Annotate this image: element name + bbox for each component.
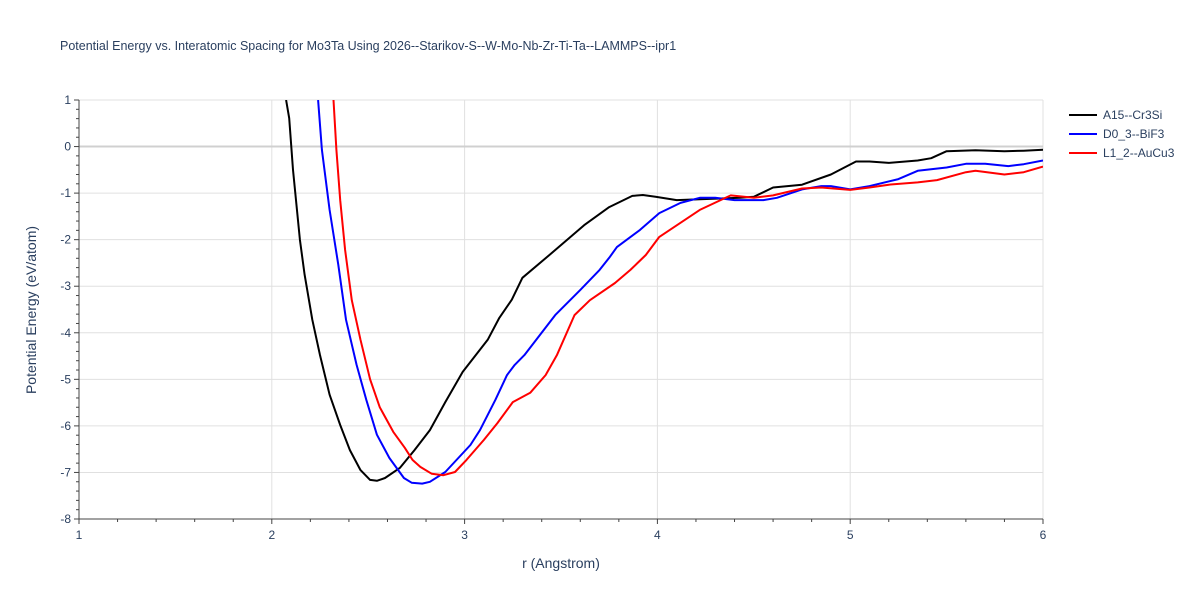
series-line-D0_3--BiF3	[317, 100, 1043, 485]
axes: 1 2 3 4 5 6 1 0 -1 -2 -3 -4 -5 -6 -7 -8	[60, 93, 1046, 542]
y-tick-label: 0	[64, 140, 71, 154]
y-tick-label: -8	[60, 512, 71, 526]
series-line-A15--Cr3Si	[285, 100, 1043, 482]
y-tick-label: -4	[60, 326, 71, 340]
series-lines	[285, 100, 1043, 485]
legend[interactable]: A15--Cr3Si D0_3--BiF3 L1_2--AuCu3	[1069, 108, 1175, 160]
legend-label: D0_3--BiF3	[1103, 127, 1165, 141]
x-tick-label: 5	[847, 528, 854, 542]
chart-title: Potential Energy vs. Interatomic Spacing…	[60, 39, 676, 53]
y-tick-label: -1	[60, 186, 71, 200]
legend-label: A15--Cr3Si	[1103, 108, 1162, 122]
series-line-L1_2--AuCu3	[332, 100, 1043, 477]
y-tick-label: -3	[60, 279, 71, 293]
x-tick-label: 6	[1040, 528, 1047, 542]
x-axis-label: r (Angstrom)	[522, 555, 600, 571]
y-tick-label: -2	[60, 233, 71, 247]
x-tick-label: 2	[268, 528, 275, 542]
y-tick-label: -6	[60, 419, 71, 433]
y-axis-label: Potential Energy (eV/atom)	[23, 226, 39, 394]
x-tick-label: 1	[76, 528, 83, 542]
y-tick-label: -7	[60, 465, 71, 479]
legend-label: L1_2--AuCu3	[1103, 146, 1175, 160]
x-tick-label: 3	[461, 528, 468, 542]
y-tick-label: -5	[60, 372, 71, 386]
gridlines	[79, 99, 1044, 520]
y-tick-label: 1	[64, 93, 71, 107]
x-tick-label: 4	[654, 528, 661, 542]
